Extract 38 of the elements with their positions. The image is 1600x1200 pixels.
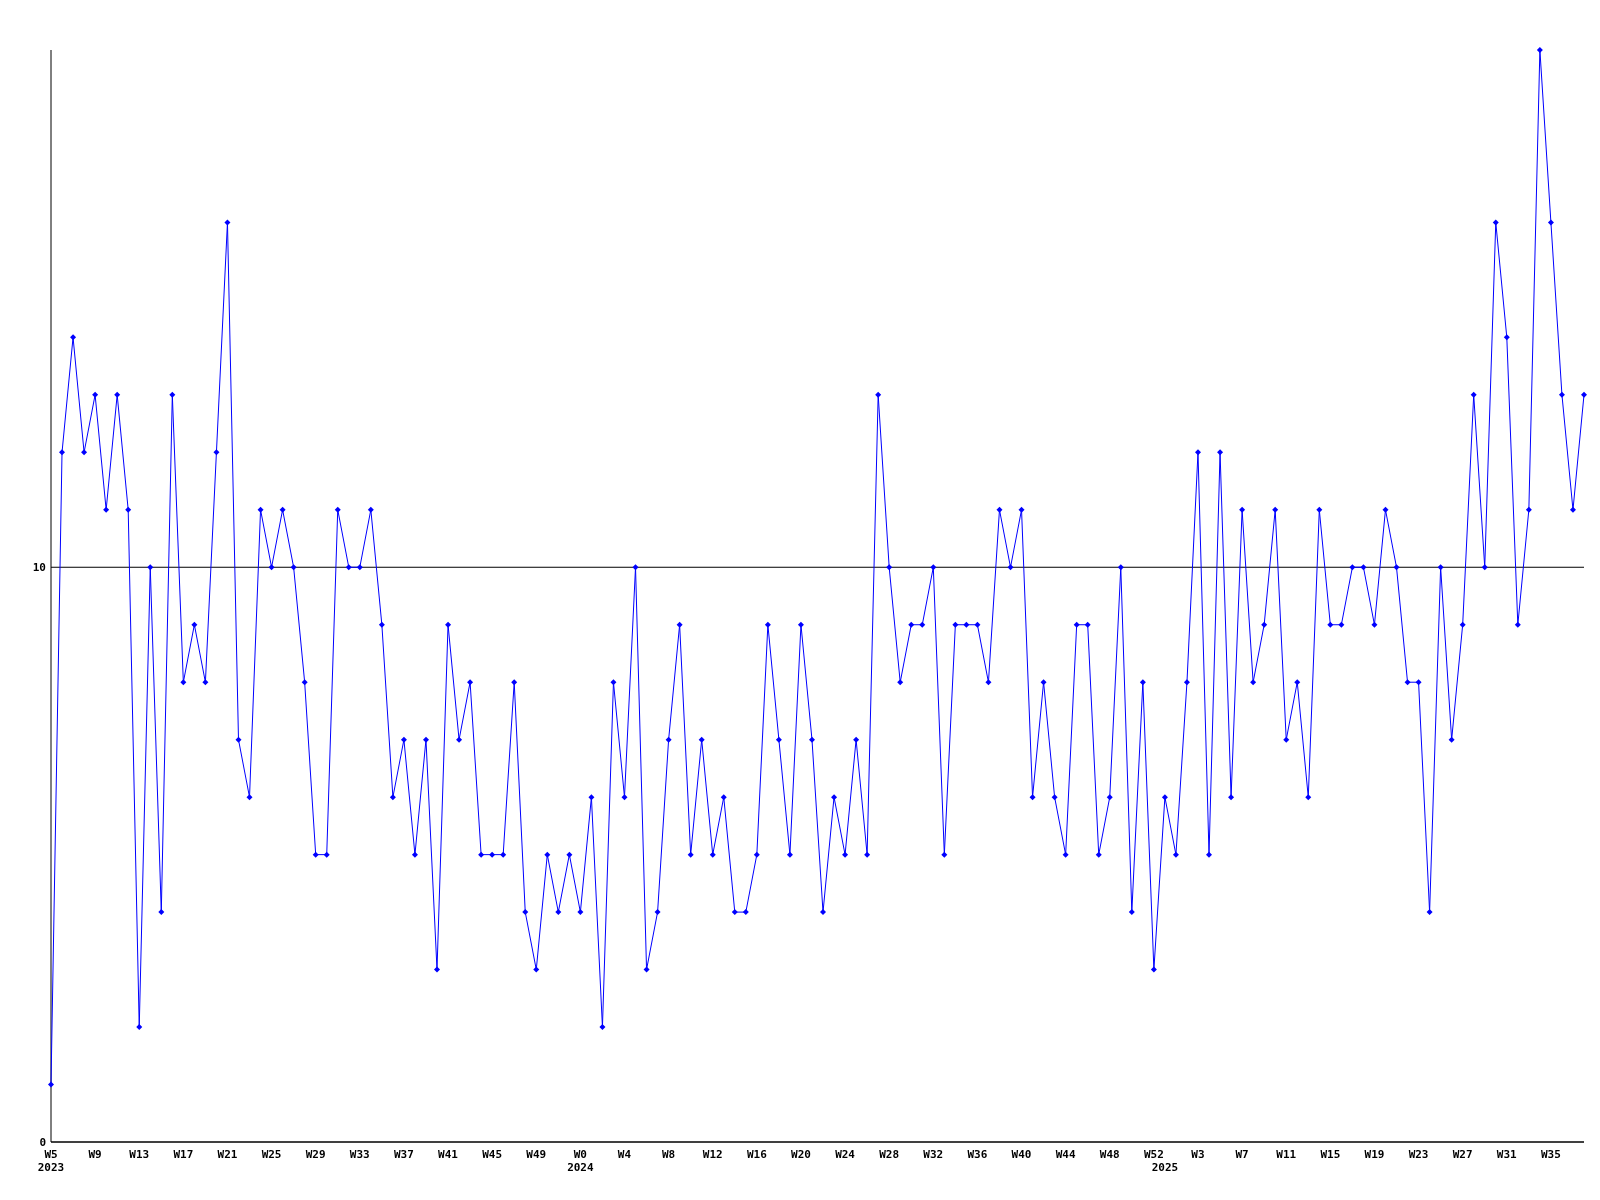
x-tick-label: W9 <box>88 1148 102 1161</box>
y-tick-label: 0 <box>39 1135 46 1149</box>
x-tick-label: W31 <box>1496 1148 1518 1161</box>
x-tick-label: 2025 <box>1151 1161 1179 1174</box>
x-tick-label: W28 <box>879 1148 900 1161</box>
x-tick-label: W27 <box>1452 1148 1473 1161</box>
x-tick-label: W25 <box>261 1148 282 1161</box>
x-tick-label: W13 <box>129 1148 150 1161</box>
x-tick-label: W37 <box>393 1148 414 1161</box>
x-tick-label: W4 <box>617 1148 632 1161</box>
x-tick-label: W7 <box>1235 1148 1249 1161</box>
x-tick-label: W35 <box>1540 1148 1561 1161</box>
x-tick-label: W29 <box>305 1148 326 1161</box>
x-tick-label: W16 <box>746 1148 768 1161</box>
x-tick-label: W0 2024 <box>567 1148 594 1174</box>
x-tick-label: W3 <box>1191 1148 1205 1161</box>
x-tick-label: W40 <box>1011 1148 1032 1161</box>
x-tick-label: W32 <box>923 1148 944 1161</box>
x-tick-label: W15 <box>1320 1148 1341 1161</box>
x-tick-label: W19 <box>1364 1148 1385 1161</box>
x-tick-label: W49 <box>526 1148 547 1161</box>
x-tick-label: W48 <box>1099 1148 1120 1161</box>
x-tick-label: W21 <box>217 1148 238 1161</box>
x-tick-label: W12 <box>702 1148 723 1161</box>
x-tick-label: W24 <box>835 1148 856 1161</box>
x-tick-label: W52 <box>1143 1148 1164 1161</box>
x-tick-label: W44 <box>1055 1148 1076 1161</box>
x-tick-label: W23 <box>1408 1148 1429 1161</box>
x-tick-label: W41 <box>438 1148 459 1161</box>
x-tick-label: W8 <box>661 1148 676 1161</box>
x-tick-label: W17 <box>173 1148 194 1161</box>
x-tick-label: W11 <box>1276 1148 1297 1161</box>
x-tick-label: W33 <box>349 1148 370 1161</box>
x-tick-label: W20 <box>791 1148 811 1161</box>
x-tick-label: W45 <box>482 1148 503 1161</box>
y-tick-label: 10 <box>32 561 46 575</box>
x-tick-label: W5 2023 <box>37 1148 65 1174</box>
x-tick-label: W36 <box>967 1148 988 1161</box>
